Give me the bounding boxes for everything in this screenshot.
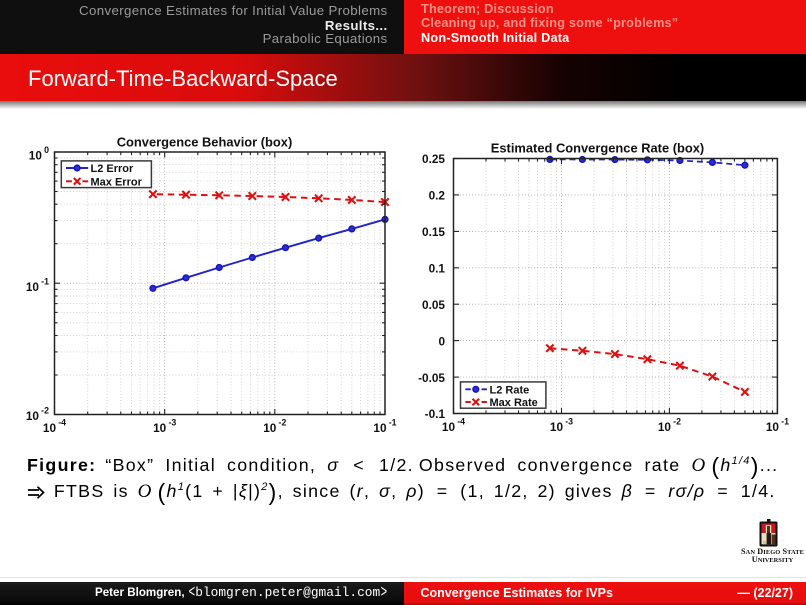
svg-text:100: 10 0 bbox=[29, 145, 49, 163]
svg-text:Estimated Convergence Rate (bo: Estimated Convergence Rate (box) bbox=[491, 141, 704, 156]
svg-text:10-1: 10 -1 bbox=[373, 418, 396, 436]
svg-text:L2 Error: L2 Error bbox=[91, 163, 135, 175]
svg-text:0.15: 0.15 bbox=[422, 225, 445, 239]
svg-text:10-3: 10 -3 bbox=[550, 417, 573, 435]
svg-text:10-4: 10 -4 bbox=[43, 418, 66, 436]
svg-text:0: 0 bbox=[438, 334, 445, 348]
svg-text:0.25: 0.25 bbox=[422, 152, 445, 166]
svg-text:L2 Rate: L2 Rate bbox=[490, 384, 530, 396]
svg-text:10-4: 10 -4 bbox=[442, 417, 465, 435]
svg-text:10-2: 10 -2 bbox=[263, 418, 286, 436]
svg-text:Max Error: Max Error bbox=[91, 176, 143, 188]
svg-text:Convergence Behavior (box): Convergence Behavior (box) bbox=[117, 135, 293, 150]
svg-text:10-1: 10 -1 bbox=[766, 417, 789, 435]
svg-text:0.1: 0.1 bbox=[429, 262, 446, 276]
svg-text:Max Rate: Max Rate bbox=[490, 397, 538, 409]
svg-text:-0.05: -0.05 bbox=[418, 371, 445, 385]
svg-text:0.2: 0.2 bbox=[429, 189, 446, 203]
svg-text:10-1: 10 -1 bbox=[26, 276, 49, 294]
svg-text:0.05: 0.05 bbox=[422, 298, 445, 312]
svg-text:10-2: 10 -2 bbox=[658, 417, 681, 435]
svg-text:-0.1: -0.1 bbox=[425, 407, 446, 421]
svg-text:10-3: 10 -3 bbox=[153, 418, 176, 436]
